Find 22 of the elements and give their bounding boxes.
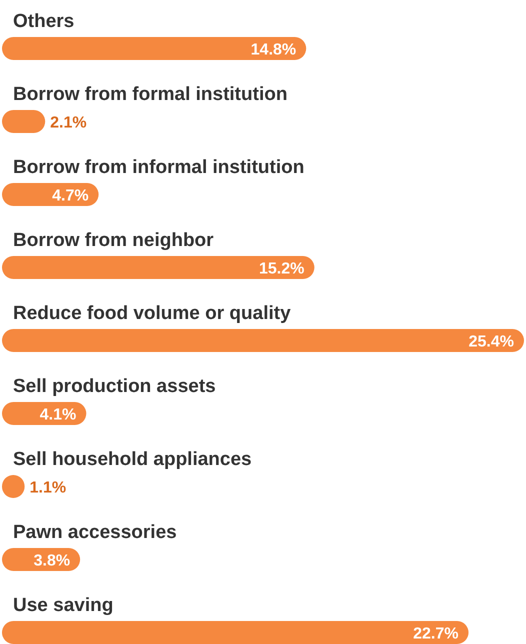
y-tick-label: Borrow from informal institution [13,157,304,178]
y-tick-label: Sell household appliances [13,449,252,470]
y-tick-label: Borrow from formal institution [13,84,288,105]
y-tick-label: Sell production assets [13,376,216,397]
data-label: 22.7% [413,626,459,642]
data-label: 2.1% [50,114,87,132]
bar [2,256,314,279]
data-label: 4.1% [40,406,76,424]
bar [2,621,469,644]
y-tick-label: Others [13,11,74,32]
bar [2,37,306,60]
data-label: 3.8% [34,552,70,570]
y-tick-label: Use saving [13,595,114,616]
data-label: 25.4% [468,334,514,350]
y-tick-label: Pawn accessories [13,522,177,543]
data-label: 4.7% [52,188,89,204]
data-label: 15.2% [259,260,304,278]
data-label: 14.8% [250,42,296,58]
data-label: 1.1% [30,480,66,496]
bar [2,329,524,352]
y-tick-label: Reduce food volume or quality [13,303,292,324]
y-tick-label: Borrow from neighbor [13,230,214,251]
